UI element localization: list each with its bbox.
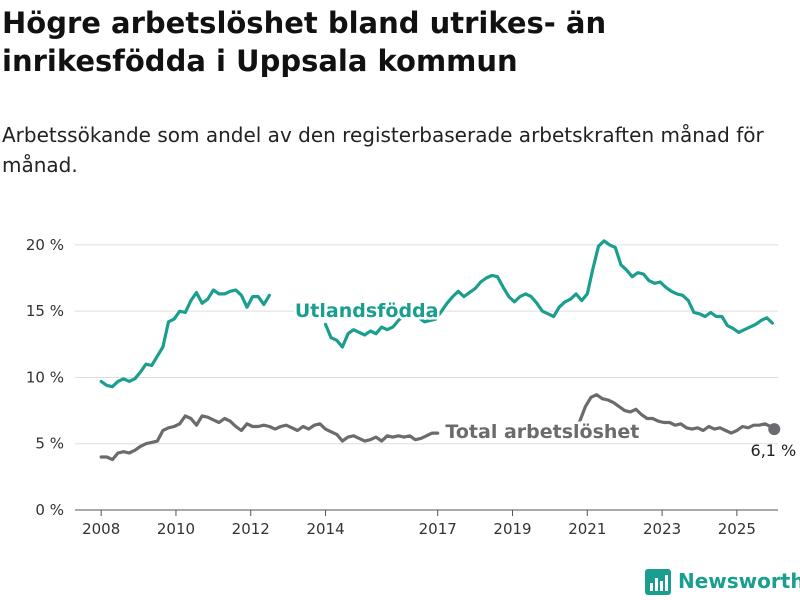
x-tick-label: 2010 [157,520,195,538]
x-tick-label: 2021 [568,520,606,538]
series-annotation-label: Total arbetslöshet [445,421,639,443]
x-tick-label: 2012 [232,520,270,538]
end-value-label: 6,1 % [751,441,797,460]
series-lines [99,239,776,462]
series-annotation-label: Utlandsfödda [295,300,439,322]
series-line-total-arbetslöshet [578,393,776,435]
x-tick-label: 2019 [493,520,531,538]
x-tick-label: 2008 [82,520,120,538]
grid-lines [75,244,778,511]
chart-title: Högre arbetslöshet bland utrikes- än inr… [2,6,607,78]
y-tick-label: 10 % [26,368,64,386]
y-axis-ticks: 0 % 5 % 10 % 15 % 20 % [26,236,64,519]
x-tick-label: 2014 [306,520,344,538]
y-tick-label: 0 % [35,501,64,519]
x-axis-ticks: 2008 2010 2012 2014 2017 2019 2021 2023 2025 [82,510,756,538]
x-tick-label: 2017 [419,520,457,538]
x-tick-label: 2023 [643,520,681,538]
series-line-total-arbetslöshet [99,414,440,462]
x-tick-label: 2025 [718,520,756,538]
y-tick-label: 5 % [35,435,64,453]
brand-name: Newsworthy [678,569,800,593]
series-line-utlandsfödda [323,310,412,349]
newsworthy-logo: Newsworthy [644,568,800,596]
series-annotations: Utlandsfödda Total arbetslöshet 6,1 % [292,298,797,460]
y-tick-label: 20 % [26,236,64,254]
bar-chart-logo-icon [645,569,671,595]
chart-subtitle: Arbetssökande som andel av den registerb… [2,123,764,177]
series-line-utlandsfödda [99,288,271,389]
y-tick-label: 15 % [26,302,64,320]
end-point-marker [768,423,781,436]
series-line-utlandsfödda [417,239,774,334]
